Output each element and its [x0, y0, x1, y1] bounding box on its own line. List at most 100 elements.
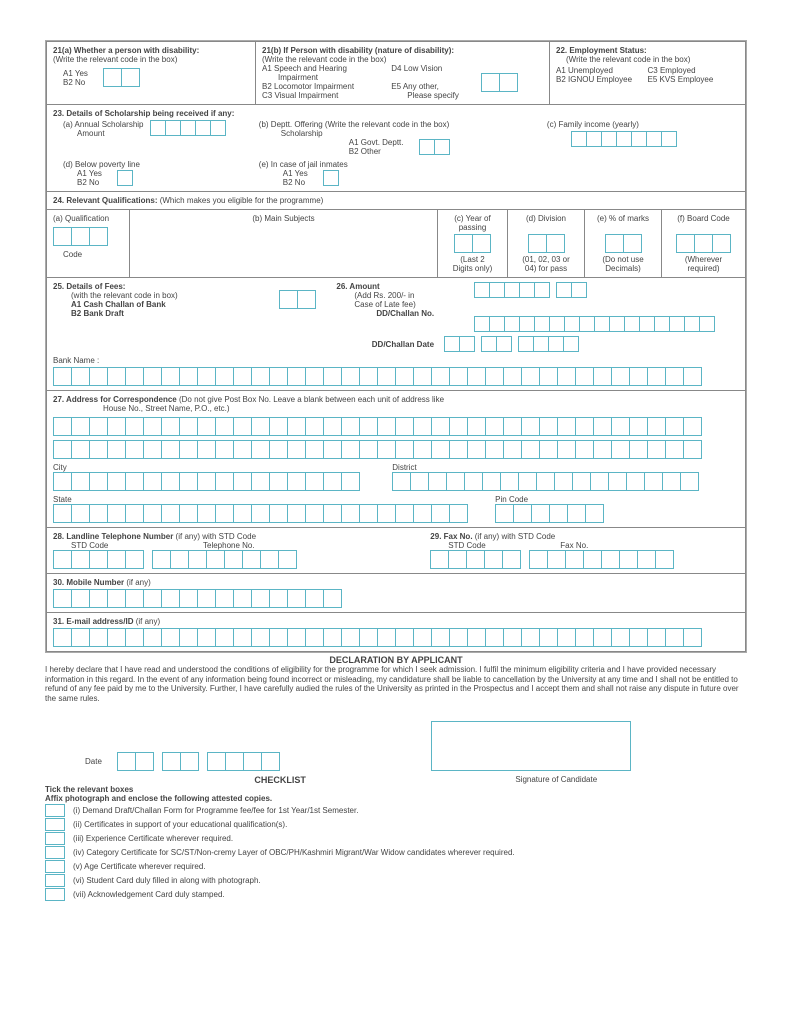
box[interactable] [269, 628, 288, 647]
box[interactable] [197, 504, 216, 523]
box[interactable] [575, 440, 594, 459]
box[interactable] [539, 417, 558, 436]
box[interactable] [233, 472, 252, 491]
box[interactable] [233, 367, 252, 386]
box[interactable] [197, 628, 216, 647]
box[interactable] [518, 472, 537, 491]
box[interactable] [472, 234, 491, 253]
box[interactable] [593, 417, 612, 436]
box[interactable] [89, 440, 108, 459]
box[interactable] [547, 550, 566, 569]
box[interactable] [521, 440, 540, 459]
box[interactable] [474, 282, 490, 298]
box[interactable] [623, 234, 642, 253]
box[interactable] [152, 550, 171, 569]
box[interactable] [431, 367, 450, 386]
box[interactable] [269, 504, 288, 523]
box[interactable] [590, 472, 609, 491]
box[interactable] [341, 472, 360, 491]
box[interactable] [662, 472, 681, 491]
box[interactable] [107, 589, 126, 608]
box[interactable] [359, 367, 378, 386]
box[interactable] [499, 73, 518, 92]
box[interactable] [503, 367, 522, 386]
box[interactable] [683, 440, 702, 459]
box[interactable] [467, 367, 486, 386]
box[interactable] [210, 120, 226, 136]
box[interactable] [89, 504, 108, 523]
box[interactable] [125, 472, 144, 491]
box[interactable] [601, 131, 617, 147]
box[interactable] [297, 290, 316, 309]
box[interactable] [89, 417, 108, 436]
box[interactable] [502, 550, 521, 569]
box[interactable] [377, 504, 396, 523]
box[interactable] [161, 589, 180, 608]
box[interactable] [496, 336, 512, 352]
box[interactable] [215, 440, 234, 459]
box[interactable] [539, 440, 558, 459]
box[interactable] [467, 417, 486, 436]
box[interactable] [467, 628, 486, 647]
box[interactable] [323, 170, 339, 186]
box[interactable] [639, 316, 655, 332]
box[interactable] [665, 367, 684, 386]
checkbox[interactable] [45, 804, 65, 817]
box[interactable] [395, 440, 414, 459]
box[interactable] [413, 628, 432, 647]
box[interactable] [323, 628, 342, 647]
box[interactable] [125, 550, 144, 569]
box[interactable] [323, 504, 342, 523]
box[interactable] [117, 170, 133, 186]
box[interactable] [71, 417, 90, 436]
box[interactable] [170, 550, 189, 569]
box[interactable] [125, 417, 144, 436]
box[interactable] [233, 417, 252, 436]
box[interactable] [431, 628, 450, 647]
box[interactable] [434, 139, 450, 155]
box[interactable] [107, 367, 126, 386]
box[interactable] [251, 628, 270, 647]
box[interactable] [107, 504, 126, 523]
box[interactable] [71, 504, 90, 523]
box[interactable] [287, 472, 306, 491]
box[interactable] [341, 367, 360, 386]
box[interactable] [269, 367, 288, 386]
box[interactable] [413, 504, 432, 523]
box[interactable] [519, 316, 535, 332]
box[interactable] [629, 440, 648, 459]
box[interactable] [504, 316, 520, 332]
box[interactable] [53, 504, 72, 523]
box[interactable] [395, 628, 414, 647]
box[interactable] [121, 68, 140, 87]
box[interactable] [179, 628, 198, 647]
box[interactable] [53, 628, 72, 647]
box[interactable] [207, 752, 226, 771]
box[interactable] [359, 417, 378, 436]
box[interactable] [413, 417, 432, 436]
box[interactable] [575, 367, 594, 386]
box[interactable] [485, 367, 504, 386]
box[interactable] [431, 504, 450, 523]
box[interactable] [179, 504, 198, 523]
box[interactable] [53, 472, 72, 491]
box[interactable] [287, 440, 306, 459]
box[interactable] [431, 417, 450, 436]
box[interactable] [430, 550, 449, 569]
box[interactable] [197, 589, 216, 608]
box[interactable] [683, 367, 702, 386]
box[interactable] [683, 628, 702, 647]
box[interactable] [392, 472, 411, 491]
box[interactable] [71, 227, 90, 246]
checkbox[interactable] [45, 860, 65, 873]
box[interactable] [125, 440, 144, 459]
box[interactable] [71, 440, 90, 459]
checkbox[interactable] [45, 818, 65, 831]
box[interactable] [305, 417, 324, 436]
box[interactable] [631, 131, 647, 147]
box[interactable] [419, 139, 435, 155]
box[interactable] [611, 628, 630, 647]
box[interactable] [107, 417, 126, 436]
box[interactable] [575, 628, 594, 647]
box[interactable] [500, 472, 519, 491]
